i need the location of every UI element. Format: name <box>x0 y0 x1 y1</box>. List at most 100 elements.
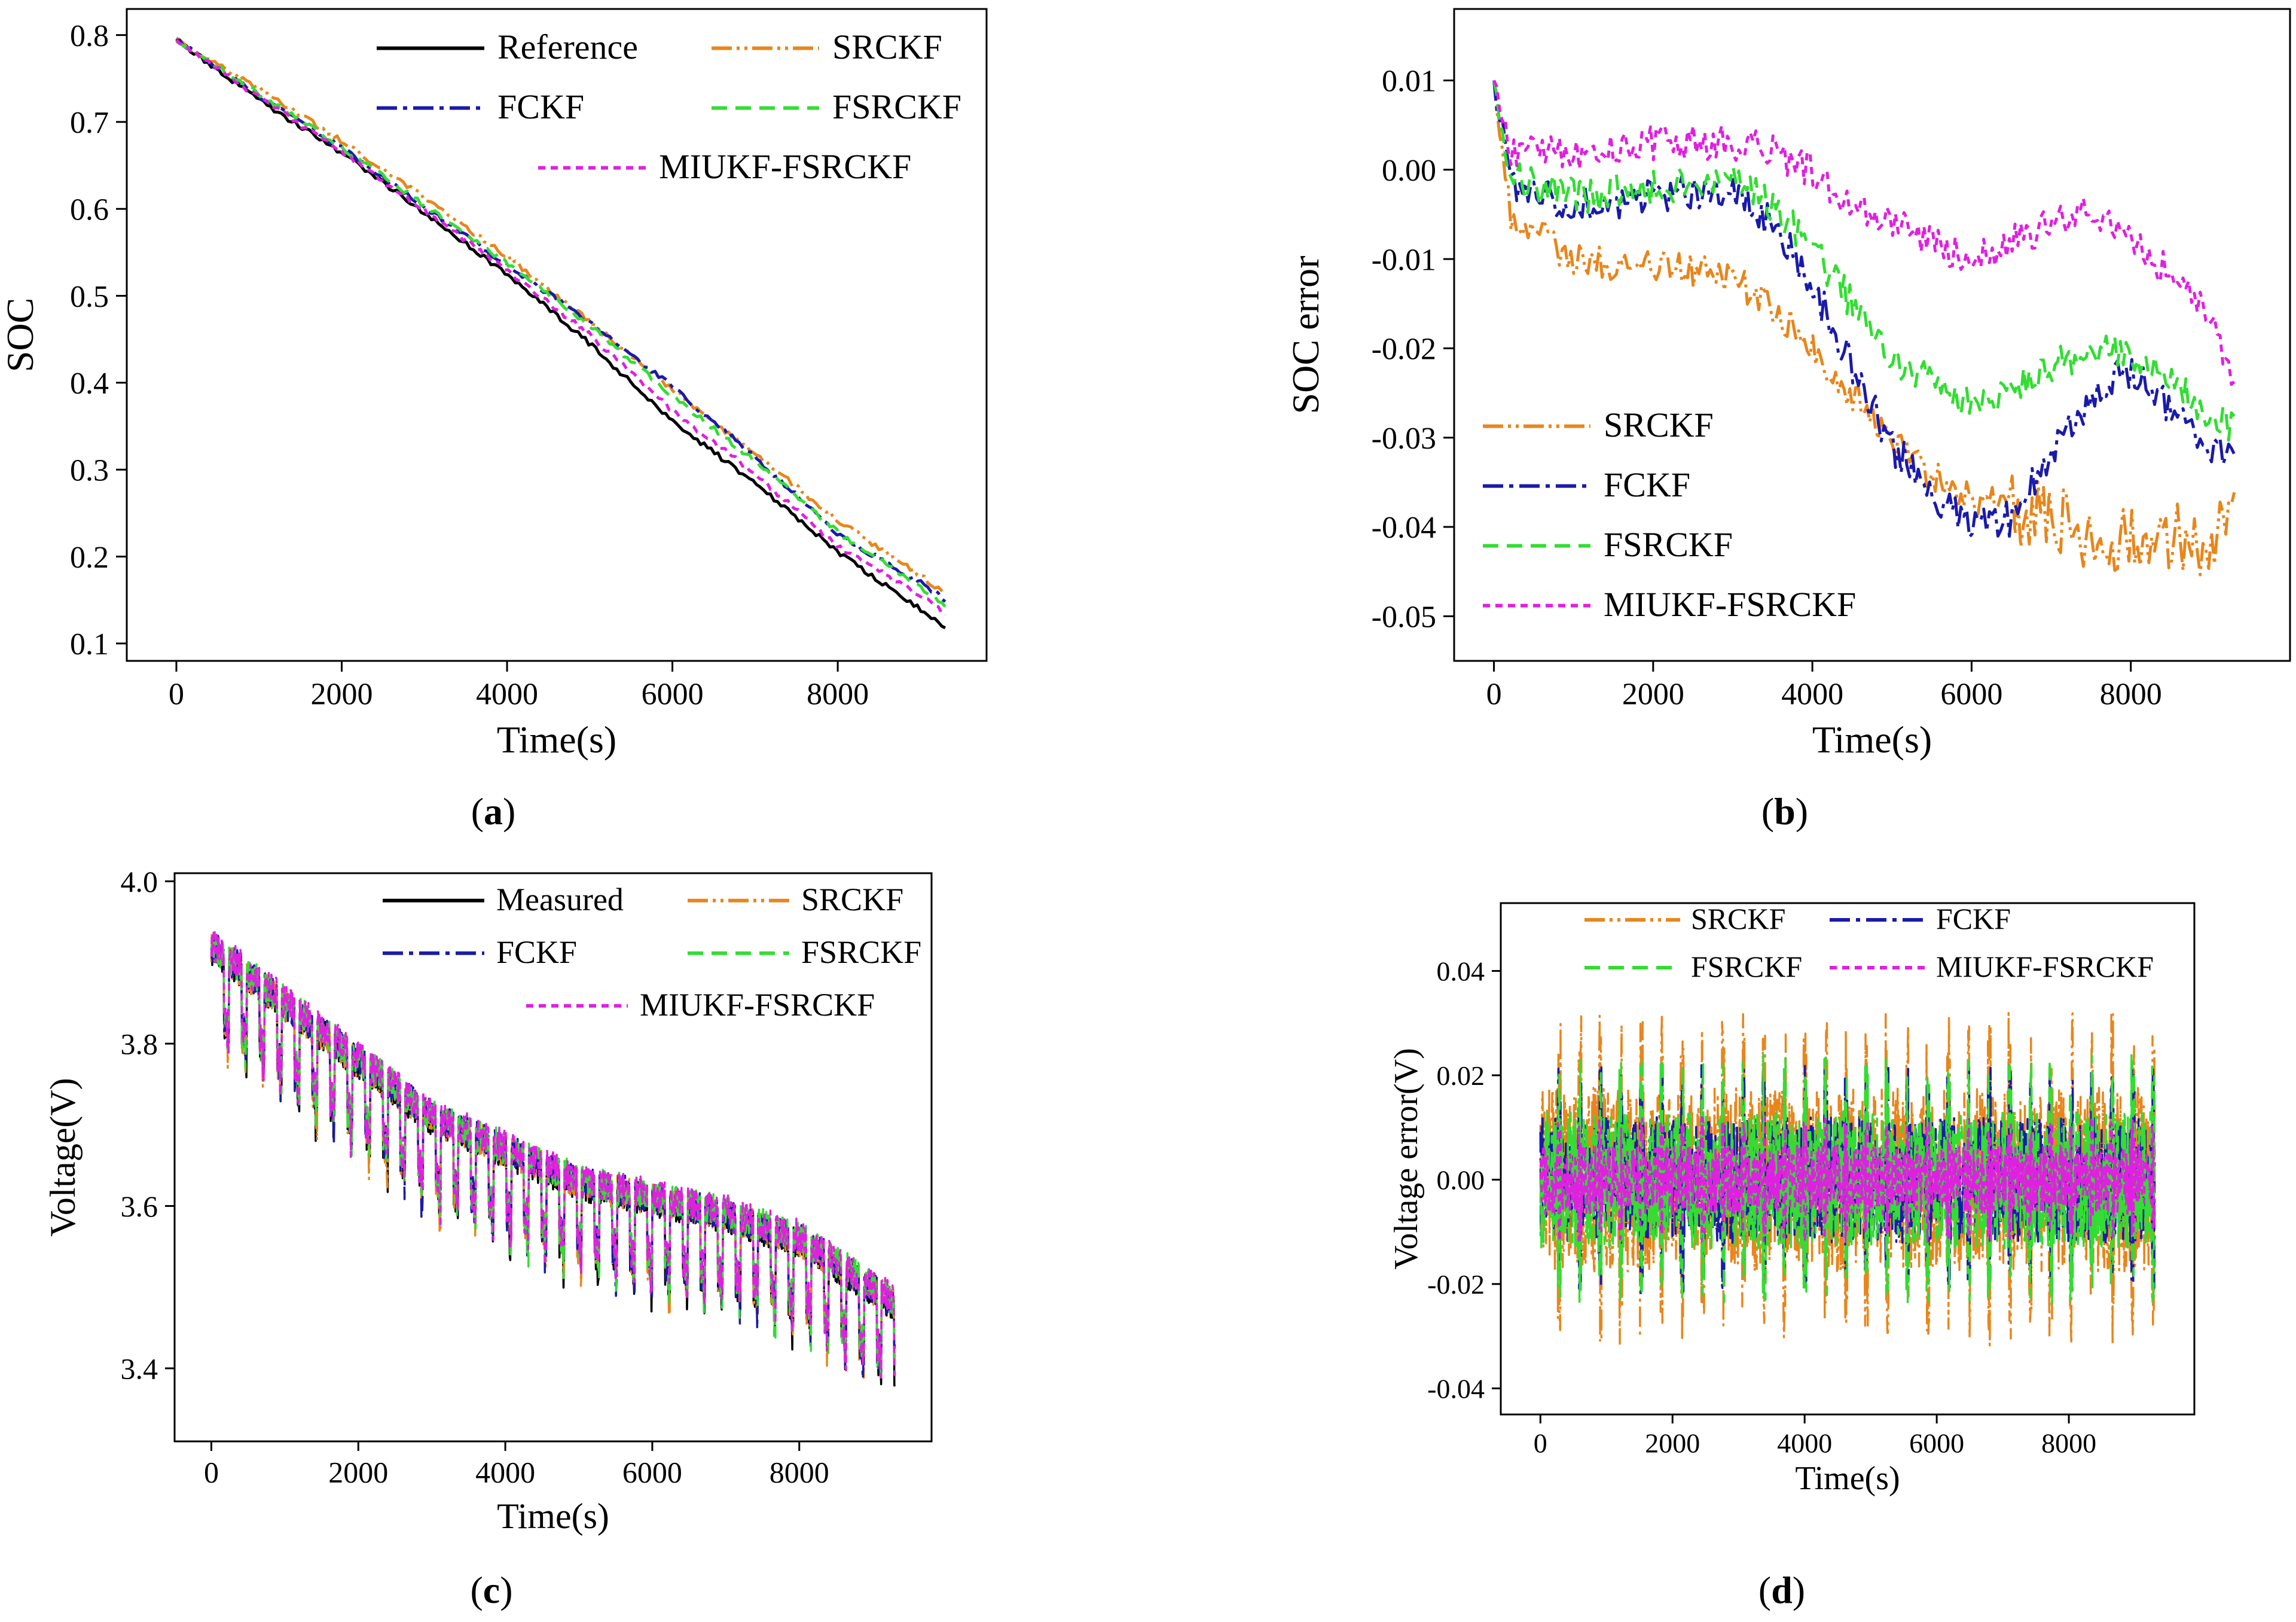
y-tick-label: 0.4 <box>70 367 109 401</box>
legend-label-fckf: FCKF <box>496 934 577 970</box>
series-line-fsrckf <box>1492 80 2236 442</box>
legend: SRCKF FCKF FSRCKF MIUKF-FSRCKF <box>1483 406 1856 624</box>
x-tick-label: 0 <box>169 678 184 712</box>
legend-label-fckf: FCKF <box>1936 902 2011 935</box>
series-line-miukf-fsrckf <box>1492 80 2236 386</box>
y-tick-label: 0.5 <box>70 280 109 314</box>
y-tick-label: 4.0 <box>121 865 158 898</box>
x-tick-label: 2000 <box>1645 1428 1700 1458</box>
legend: SRCKF FCKF FSRCKF MIUKF-FSRCKF <box>1584 902 2154 983</box>
x-tick-label: 2000 <box>328 1456 388 1489</box>
x-tick-label: 0 <box>1534 1428 1547 1458</box>
y-axis-label: SOC <box>0 298 41 373</box>
y-tick-label: 0.00 <box>1437 1164 1485 1195</box>
panel-label: (b) <box>1761 790 1808 833</box>
panel-d: 0 2000 4000 6000 8000 0.04 0.02 0.00 -0.02 -0.04 T… <box>1388 902 2196 1611</box>
series-line-miukf-fsrckf <box>1539 1116 2156 1243</box>
y-tick-label: -0.02 <box>1372 333 1436 367</box>
legend-label-reference: Reference <box>497 28 638 66</box>
x-axis-label: Time(s) <box>497 1496 609 1536</box>
y-tick-label: 0.7 <box>70 106 109 140</box>
y-tick-label: 3.6 <box>121 1190 158 1223</box>
y-tick-label: 0.3 <box>70 453 109 487</box>
series-group <box>1539 1012 2156 1347</box>
series-group <box>1492 80 2236 577</box>
x-tick-label: 6000 <box>1909 1428 1964 1458</box>
y-tick-label: 3.4 <box>121 1352 158 1385</box>
x-tick-label: 2000 <box>311 678 373 712</box>
y-tick-label: 0.01 <box>1382 65 1436 99</box>
plot-frame <box>173 872 933 1443</box>
legend-label-miukf-fsrckf: MIUKF-FSRCKF <box>1936 950 2154 983</box>
x-axis-label: Time(s) <box>497 718 616 761</box>
plot-frame <box>1453 8 2291 662</box>
y-tick-label: 0.8 <box>70 19 109 53</box>
y-tick-label: 0.00 <box>1382 154 1436 188</box>
y-tick-label: 0.2 <box>70 541 109 575</box>
y-tick-label: 3.8 <box>121 1028 158 1061</box>
panel-label: (a) <box>471 790 516 833</box>
x-tick-label: 0 <box>1486 678 1502 712</box>
x-tick-label: 0 <box>204 1456 219 1489</box>
y-tick-label: -0.05 <box>1372 600 1436 635</box>
series-line-srckf <box>1492 80 2236 577</box>
legend-label-miukf-fsrckf: MIUKF-FSRCKF <box>640 987 875 1023</box>
y-axis-label: Voltage(V) <box>43 1078 83 1237</box>
plot-frame <box>126 8 988 662</box>
panel-label: (c) <box>470 1569 512 1611</box>
legend-label-srckf: SRCKF <box>1604 406 1714 444</box>
x-tick-label: 2000 <box>1622 678 1684 712</box>
y-tick-label: 0.6 <box>70 193 109 227</box>
plot-frame <box>1500 902 2196 1416</box>
x-tick-label: 8000 <box>2041 1428 2096 1458</box>
y-tick-label: -0.04 <box>1427 1373 1485 1404</box>
y-tick-label: -0.03 <box>1372 422 1436 456</box>
legend-label-fckf: FCKF <box>497 87 584 126</box>
x-tick-label: 8000 <box>770 1456 829 1489</box>
y-axis-label: SOC error <box>1284 256 1327 414</box>
series-line-miukf-fsrckf <box>175 39 947 617</box>
legend-label-miukf-fsrckf: MIUKF-FSRCKF <box>659 147 911 186</box>
y-tick-label: 0.1 <box>70 627 109 661</box>
series-group <box>175 36 947 630</box>
series-line-fsrckf <box>1539 1053 2156 1305</box>
y-tick-label: 0.04 <box>1437 956 1485 987</box>
legend-label-miukf-fsrckf: MIUKF-FSRCKF <box>1604 585 1856 624</box>
series-line-srckf <box>175 36 947 596</box>
panel-b: 0 2000 4000 6000 8000 0.01 0.00 -0.01 -0.02 -0.03… <box>1284 8 2291 833</box>
x-tick-label: 6000 <box>622 1456 682 1489</box>
y-tick-label: -0.01 <box>1372 243 1436 277</box>
panel-c: 0 2000 4000 6000 8000 3.4 3.6 3.8 4.0 Time(s) Volt… <box>43 865 933 1611</box>
legend-label-srckf: SRCKF <box>832 28 942 66</box>
x-tick-label: 4000 <box>476 678 538 712</box>
legend-label-fsrckf: FSRCKF <box>832 87 961 126</box>
x-tick-label: 8000 <box>2100 678 2162 712</box>
legend-label-fsrckf: FSRCKF <box>801 934 921 970</box>
panel-label: (d) <box>1758 1569 1805 1611</box>
x-tick-label: 4000 <box>1781 678 1843 712</box>
legend: Reference SRCKF FCKF FSRCKF MIUKF-FSRCKF <box>377 28 961 186</box>
x-tick-label: 6000 <box>1940 678 2002 712</box>
legend: Measured SRCKF FCKF FSRCKF MIUKF-FSRCKF <box>383 882 921 1023</box>
x-tick-label: 4000 <box>475 1456 535 1489</box>
y-tick-label: 0.02 <box>1437 1060 1485 1091</box>
x-axis-label: Time(s) <box>1795 1460 1900 1497</box>
series-group <box>210 928 896 1387</box>
series-line-fckf <box>1492 80 2236 539</box>
legend-label-measured: Measured <box>496 882 624 917</box>
x-tick-label: 4000 <box>1777 1428 1832 1458</box>
y-tick-label: -0.02 <box>1427 1269 1485 1300</box>
legend-label-fsrckf: FSRCKF <box>1604 525 1733 564</box>
x-axis-label: Time(s) <box>1812 718 1932 761</box>
y-axis-label: Voltage error(V) <box>1388 1048 1425 1270</box>
panel-a: 0 2000 4000 6000 8000 0.1 0.2 0.3 0.4 0.5 0.6 0.7 0.… <box>0 8 988 833</box>
x-tick-label: 6000 <box>642 678 704 712</box>
x-tick-label: 8000 <box>807 678 869 712</box>
series-line-fsrckf <box>175 40 947 608</box>
y-tick-label: -0.04 <box>1372 511 1436 545</box>
legend-label-srckf: SRCKF <box>1691 902 1785 935</box>
legend-label-fsrckf: FSRCKF <box>1691 950 1802 983</box>
legend-label-srckf: SRCKF <box>801 882 903 917</box>
legend-label-fckf: FCKF <box>1604 465 1690 504</box>
